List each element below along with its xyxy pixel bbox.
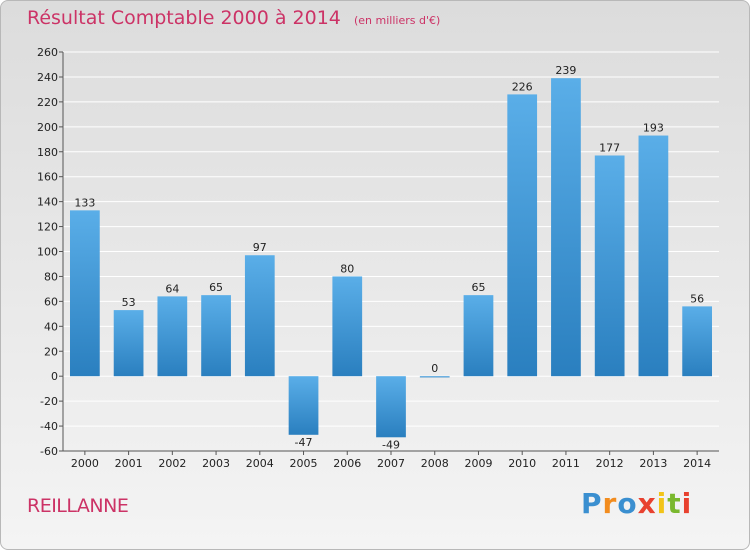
value-label: 0 <box>431 362 438 375</box>
value-label: 97 <box>253 241 267 254</box>
logo-letter: x <box>637 487 657 520</box>
value-label: 65 <box>209 281 223 294</box>
logo-letter: P <box>581 487 603 520</box>
y-tick-label: 240 <box>37 71 58 84</box>
x-tick-label: 2008 <box>421 457 449 470</box>
bar-2007 <box>376 376 406 438</box>
y-tick-label: 80 <box>44 270 58 283</box>
bar-2001 <box>113 310 144 377</box>
commune-name: REILLANNE <box>27 495 129 517</box>
proxiti-logo: Proxiti <box>581 487 692 520</box>
x-tick-label: 2013 <box>639 457 667 470</box>
bar-2014 <box>682 306 713 377</box>
bar-2009 <box>463 295 494 377</box>
x-tick-label: 2003 <box>202 457 230 470</box>
value-label: 64 <box>165 282 179 295</box>
x-tick-label: 2002 <box>158 457 186 470</box>
value-label: 239 <box>555 64 576 77</box>
y-tick-label: -40 <box>40 420 58 433</box>
logo-letter: o <box>617 487 638 520</box>
y-tick-label: 100 <box>37 246 58 259</box>
value-label: 133 <box>74 196 95 209</box>
value-label: -47 <box>295 436 313 449</box>
bar-2010 <box>507 94 538 377</box>
data-labels: 133 53 64 65 97 -47 80 -49 0 65 226 239 177 193 56 <box>74 64 704 451</box>
bar-2004 <box>244 255 275 377</box>
logo-letter: r <box>602 487 618 520</box>
value-label: -49 <box>382 438 400 451</box>
x-tick-label: 2001 <box>115 457 143 470</box>
bars <box>69 78 713 438</box>
bar-2011 <box>551 78 581 377</box>
y-tick-label: 20 <box>44 345 58 358</box>
x-tick-label: 2007 <box>377 457 405 470</box>
x-tick-label: 2004 <box>246 457 274 470</box>
value-label: 56 <box>690 292 704 305</box>
y-tick-label: 0 <box>51 370 58 383</box>
chart-title-main: Résultat Comptable 2000 à 2014 <box>27 7 341 29</box>
value-label: 53 <box>122 296 136 309</box>
value-label: 226 <box>512 80 533 93</box>
value-label: 177 <box>599 141 620 154</box>
logo-letter: t <box>667 487 682 520</box>
bar-2006 <box>332 276 363 377</box>
bar-2002 <box>157 296 188 377</box>
y-tick-label: 220 <box>37 96 58 109</box>
bar-2013 <box>638 135 669 377</box>
y-tick-label: 200 <box>37 121 58 134</box>
x-tick-label: 2010 <box>508 457 536 470</box>
x-tick-label: 2005 <box>290 457 318 470</box>
y-tick-label: 60 <box>44 295 58 308</box>
bar-2012 <box>594 155 625 377</box>
value-label: 80 <box>340 262 354 275</box>
axes: -60 -40 -20 0 20 40 60 80 100 120 140 160 180 200 220 2… <box>37 46 719 470</box>
x-tick-label: 2011 <box>552 457 580 470</box>
chart-title-unit: (en milliers d'€) <box>353 14 441 27</box>
bar-2008 <box>419 376 450 378</box>
value-label: 65 <box>471 281 485 294</box>
x-tick-label: 2009 <box>464 457 492 470</box>
y-tick-label: -60 <box>40 445 58 458</box>
x-tick-label: 2000 <box>71 457 99 470</box>
y-tick-label: 120 <box>37 221 58 234</box>
x-tick-label: 2006 <box>333 457 361 470</box>
y-tick-label: 160 <box>37 171 58 184</box>
x-tick-label: 2012 <box>596 457 624 470</box>
value-label: 193 <box>643 122 664 135</box>
logo-letter: i <box>656 487 668 520</box>
y-tick-label: 180 <box>37 146 58 159</box>
bar-2000 <box>69 210 100 377</box>
x-tick-label: 2014 <box>683 457 711 470</box>
y-tick-label: -20 <box>40 395 58 408</box>
bar-2005 <box>288 376 319 435</box>
bar-2003 <box>201 295 231 377</box>
chart-title: Résultat Comptable 2000 à 2014 (en milli… <box>27 7 440 29</box>
y-tick-label: 40 <box>44 320 58 333</box>
y-tick-label: 260 <box>37 46 58 59</box>
y-tick-label: 140 <box>37 196 58 209</box>
logo-letter: i <box>681 487 693 520</box>
